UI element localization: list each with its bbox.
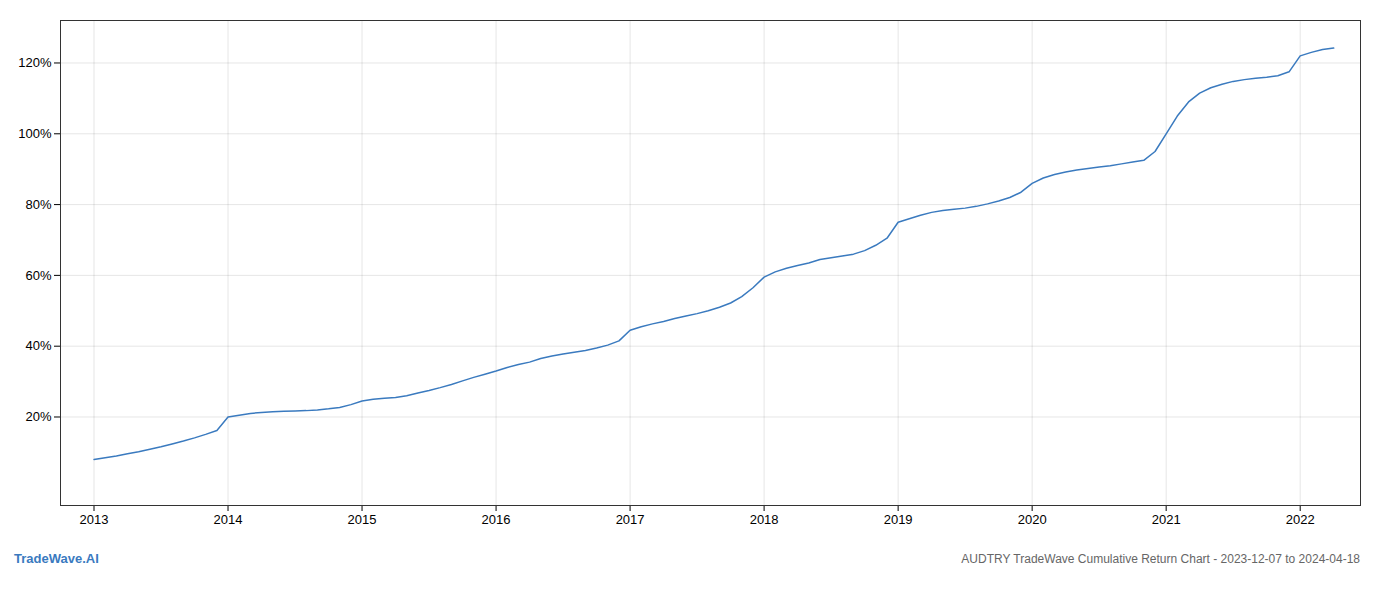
svg-text:80%: 80% bbox=[25, 197, 51, 212]
html-text:TradeWave.AI: TradeWave.AI bbox=[14, 551, 99, 566]
svg-text:100%: 100% bbox=[18, 126, 52, 141]
svg-text:2013: 2013 bbox=[80, 512, 109, 527]
svg-text:2020: 2020 bbox=[1018, 512, 1047, 527]
svg-text:2017: 2017 bbox=[616, 512, 645, 527]
svg-text:2022: 2022 bbox=[1286, 512, 1315, 527]
html-text:AUDTRY TradeWave Cumulative Re: AUDTRY TradeWave Cumulative Return Chart… bbox=[961, 552, 1360, 566]
svg-text:120%: 120% bbox=[18, 55, 52, 70]
svg-text:2015: 2015 bbox=[348, 512, 377, 527]
svg-text:2016: 2016 bbox=[482, 512, 511, 527]
svg-text:60%: 60% bbox=[25, 268, 51, 283]
svg-text:2014: 2014 bbox=[214, 512, 243, 527]
svg-text:2019: 2019 bbox=[884, 512, 913, 527]
svg-text:2021: 2021 bbox=[1152, 512, 1181, 527]
svg-text:40%: 40% bbox=[25, 338, 51, 353]
svg-text:20%: 20% bbox=[25, 409, 51, 424]
svg-text:2018: 2018 bbox=[750, 512, 779, 527]
